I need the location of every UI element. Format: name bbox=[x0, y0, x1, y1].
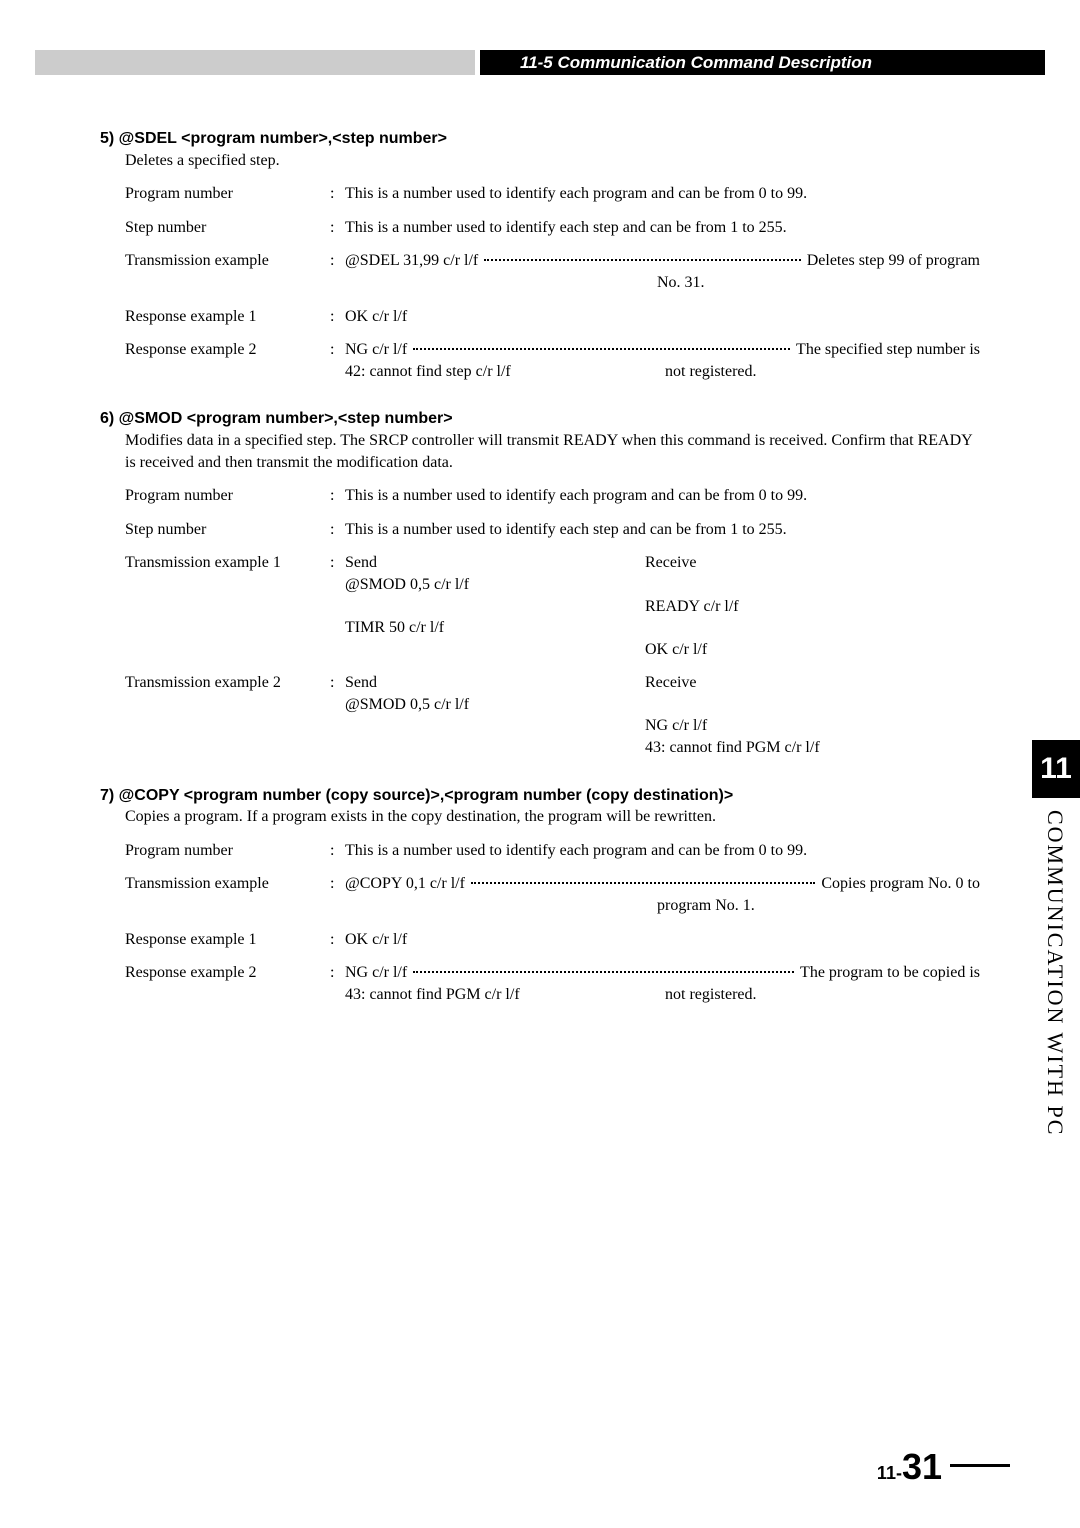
header-black-bar: 11-5 Communication Command Description bbox=[480, 50, 1045, 75]
cmd5-desc: Deletes a specified step. bbox=[100, 150, 980, 172]
cmd5-stepnum-label: Step number bbox=[125, 217, 330, 239]
cmd7-resp2-label: Response example 2 bbox=[125, 962, 330, 1005]
cmd5-tx-note2: No. 31. bbox=[345, 272, 980, 294]
cmd6-tx2-r1: NG c/r l/f bbox=[645, 715, 980, 737]
cmd7-tx-label: Transmission example bbox=[125, 873, 330, 916]
cmd6-tx1-s1: @SMOD 0,5 c/r l/f bbox=[345, 574, 645, 596]
cmd6-tx1-r1: READY c/r l/f bbox=[645, 596, 980, 618]
page-content: 5) @SDEL <program number>,<step number> … bbox=[100, 110, 980, 1005]
chapter-side-title: COMMUNICATION WITH PC bbox=[1042, 810, 1068, 1210]
cmd5-resp2-l2r: not registered. bbox=[665, 361, 980, 383]
send-header-2: Send bbox=[345, 672, 645, 694]
page-number: 11- 31 bbox=[877, 1446, 1010, 1488]
cmd6-title: 6) @SMOD <program number>,<step number> bbox=[100, 408, 980, 430]
chapter-number: 11 bbox=[1040, 752, 1072, 786]
header-bars: 11-5 Communication Command Description bbox=[35, 50, 1045, 75]
cmd7-tx-send: @COPY 0,1 c/r l/f bbox=[345, 873, 465, 895]
cmd5-stepnum-desc: This is a number used to identify each s… bbox=[345, 217, 980, 239]
cmd5-resp2-l1l: NG c/r l/f bbox=[345, 339, 407, 361]
cmd6-tx1-label: Transmission example 1 bbox=[125, 552, 330, 660]
cmd5-prognum-label: Program number bbox=[125, 183, 330, 205]
page-main-number: 31 bbox=[902, 1446, 942, 1488]
cmd7-title: 7) @COPY <program number (copy source)>,… bbox=[100, 785, 980, 807]
cmd6-prognum-desc: This is a number used to identify each p… bbox=[345, 485, 980, 507]
cmd7-resp2-l2l: 43: cannot find PGM c/r l/f bbox=[345, 984, 665, 1006]
cmd7-resp1-label: Response example 1 bbox=[125, 929, 330, 951]
cmd6-desc: Modifies data in a specified step. The S… bbox=[100, 430, 980, 473]
cmd7-tx-note2: program No. 1. bbox=[345, 895, 980, 917]
cmd5-resp2-l2l: 42: cannot find step c/r l/f bbox=[345, 361, 665, 383]
cmd6-tx1-s2: TIMR 50 c/r l/f bbox=[345, 617, 645, 639]
cmd6-tx2-label: Transmission example 2 bbox=[125, 672, 330, 758]
cmd7-desc: Copies a program. If a program exists in… bbox=[100, 806, 980, 828]
chapter-tab: 11 bbox=[1032, 740, 1080, 798]
recv-header-2: Receive bbox=[645, 672, 980, 694]
page-line bbox=[950, 1464, 1010, 1467]
cmd6-stepnum-label: Step number bbox=[125, 519, 330, 541]
cmd5-tx-label: Transmission example bbox=[125, 250, 330, 293]
recv-header-1: Receive bbox=[645, 552, 980, 574]
cmd7-prognum-label: Program number bbox=[125, 840, 330, 862]
cmd5-resp1-label: Response example 1 bbox=[125, 306, 330, 328]
cmd5-resp1-val: OK c/r l/f bbox=[345, 306, 980, 328]
cmd6-stepnum-desc: This is a number used to identify each s… bbox=[345, 519, 980, 541]
cmd5-resp2-l1r: The specified step number is bbox=[796, 339, 980, 361]
cmd7-prognum-desc: This is a number used to identify each p… bbox=[345, 840, 980, 862]
cmd7-resp1-val: OK c/r l/f bbox=[345, 929, 980, 951]
cmd6-tx2-r2: 43: cannot find PGM c/r l/f bbox=[645, 737, 980, 759]
header-title: 11-5 Communication Command Description bbox=[520, 53, 872, 73]
cmd5-tx-note1: Deletes step 99 of program bbox=[807, 250, 980, 272]
cmd7-resp2-l2r: not registered. bbox=[665, 984, 980, 1006]
cmd7-tx-note1: Copies program No. 0 to bbox=[821, 873, 980, 895]
cmd5-title: 5) @SDEL <program number>,<step number> bbox=[100, 128, 980, 150]
cmd5-resp2-label: Response example 2 bbox=[125, 339, 330, 382]
cmd6-tx2-s1: @SMOD 0,5 c/r l/f bbox=[345, 694, 645, 716]
cmd5-tx-send: @SDEL 31,99 c/r l/f bbox=[345, 250, 478, 272]
cmd5-prognum-desc: This is a number used to identify each p… bbox=[345, 183, 980, 205]
cmd6-tx1-r2: OK c/r l/f bbox=[645, 639, 980, 661]
cmd6-prognum-label: Program number bbox=[125, 485, 330, 507]
cmd7-resp2-l1l: NG c/r l/f bbox=[345, 962, 407, 984]
page-prefix: 11- bbox=[877, 1463, 902, 1484]
cmd7-resp2-l1r: The program to be copied is bbox=[800, 962, 980, 984]
header-gray-bar bbox=[35, 50, 475, 75]
send-header-1: Send bbox=[345, 552, 645, 574]
